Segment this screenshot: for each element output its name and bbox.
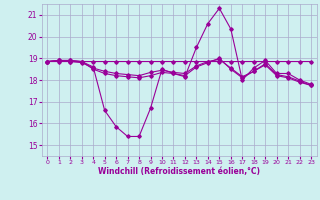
- X-axis label: Windchill (Refroidissement éolien,°C): Windchill (Refroidissement éolien,°C): [98, 167, 260, 176]
